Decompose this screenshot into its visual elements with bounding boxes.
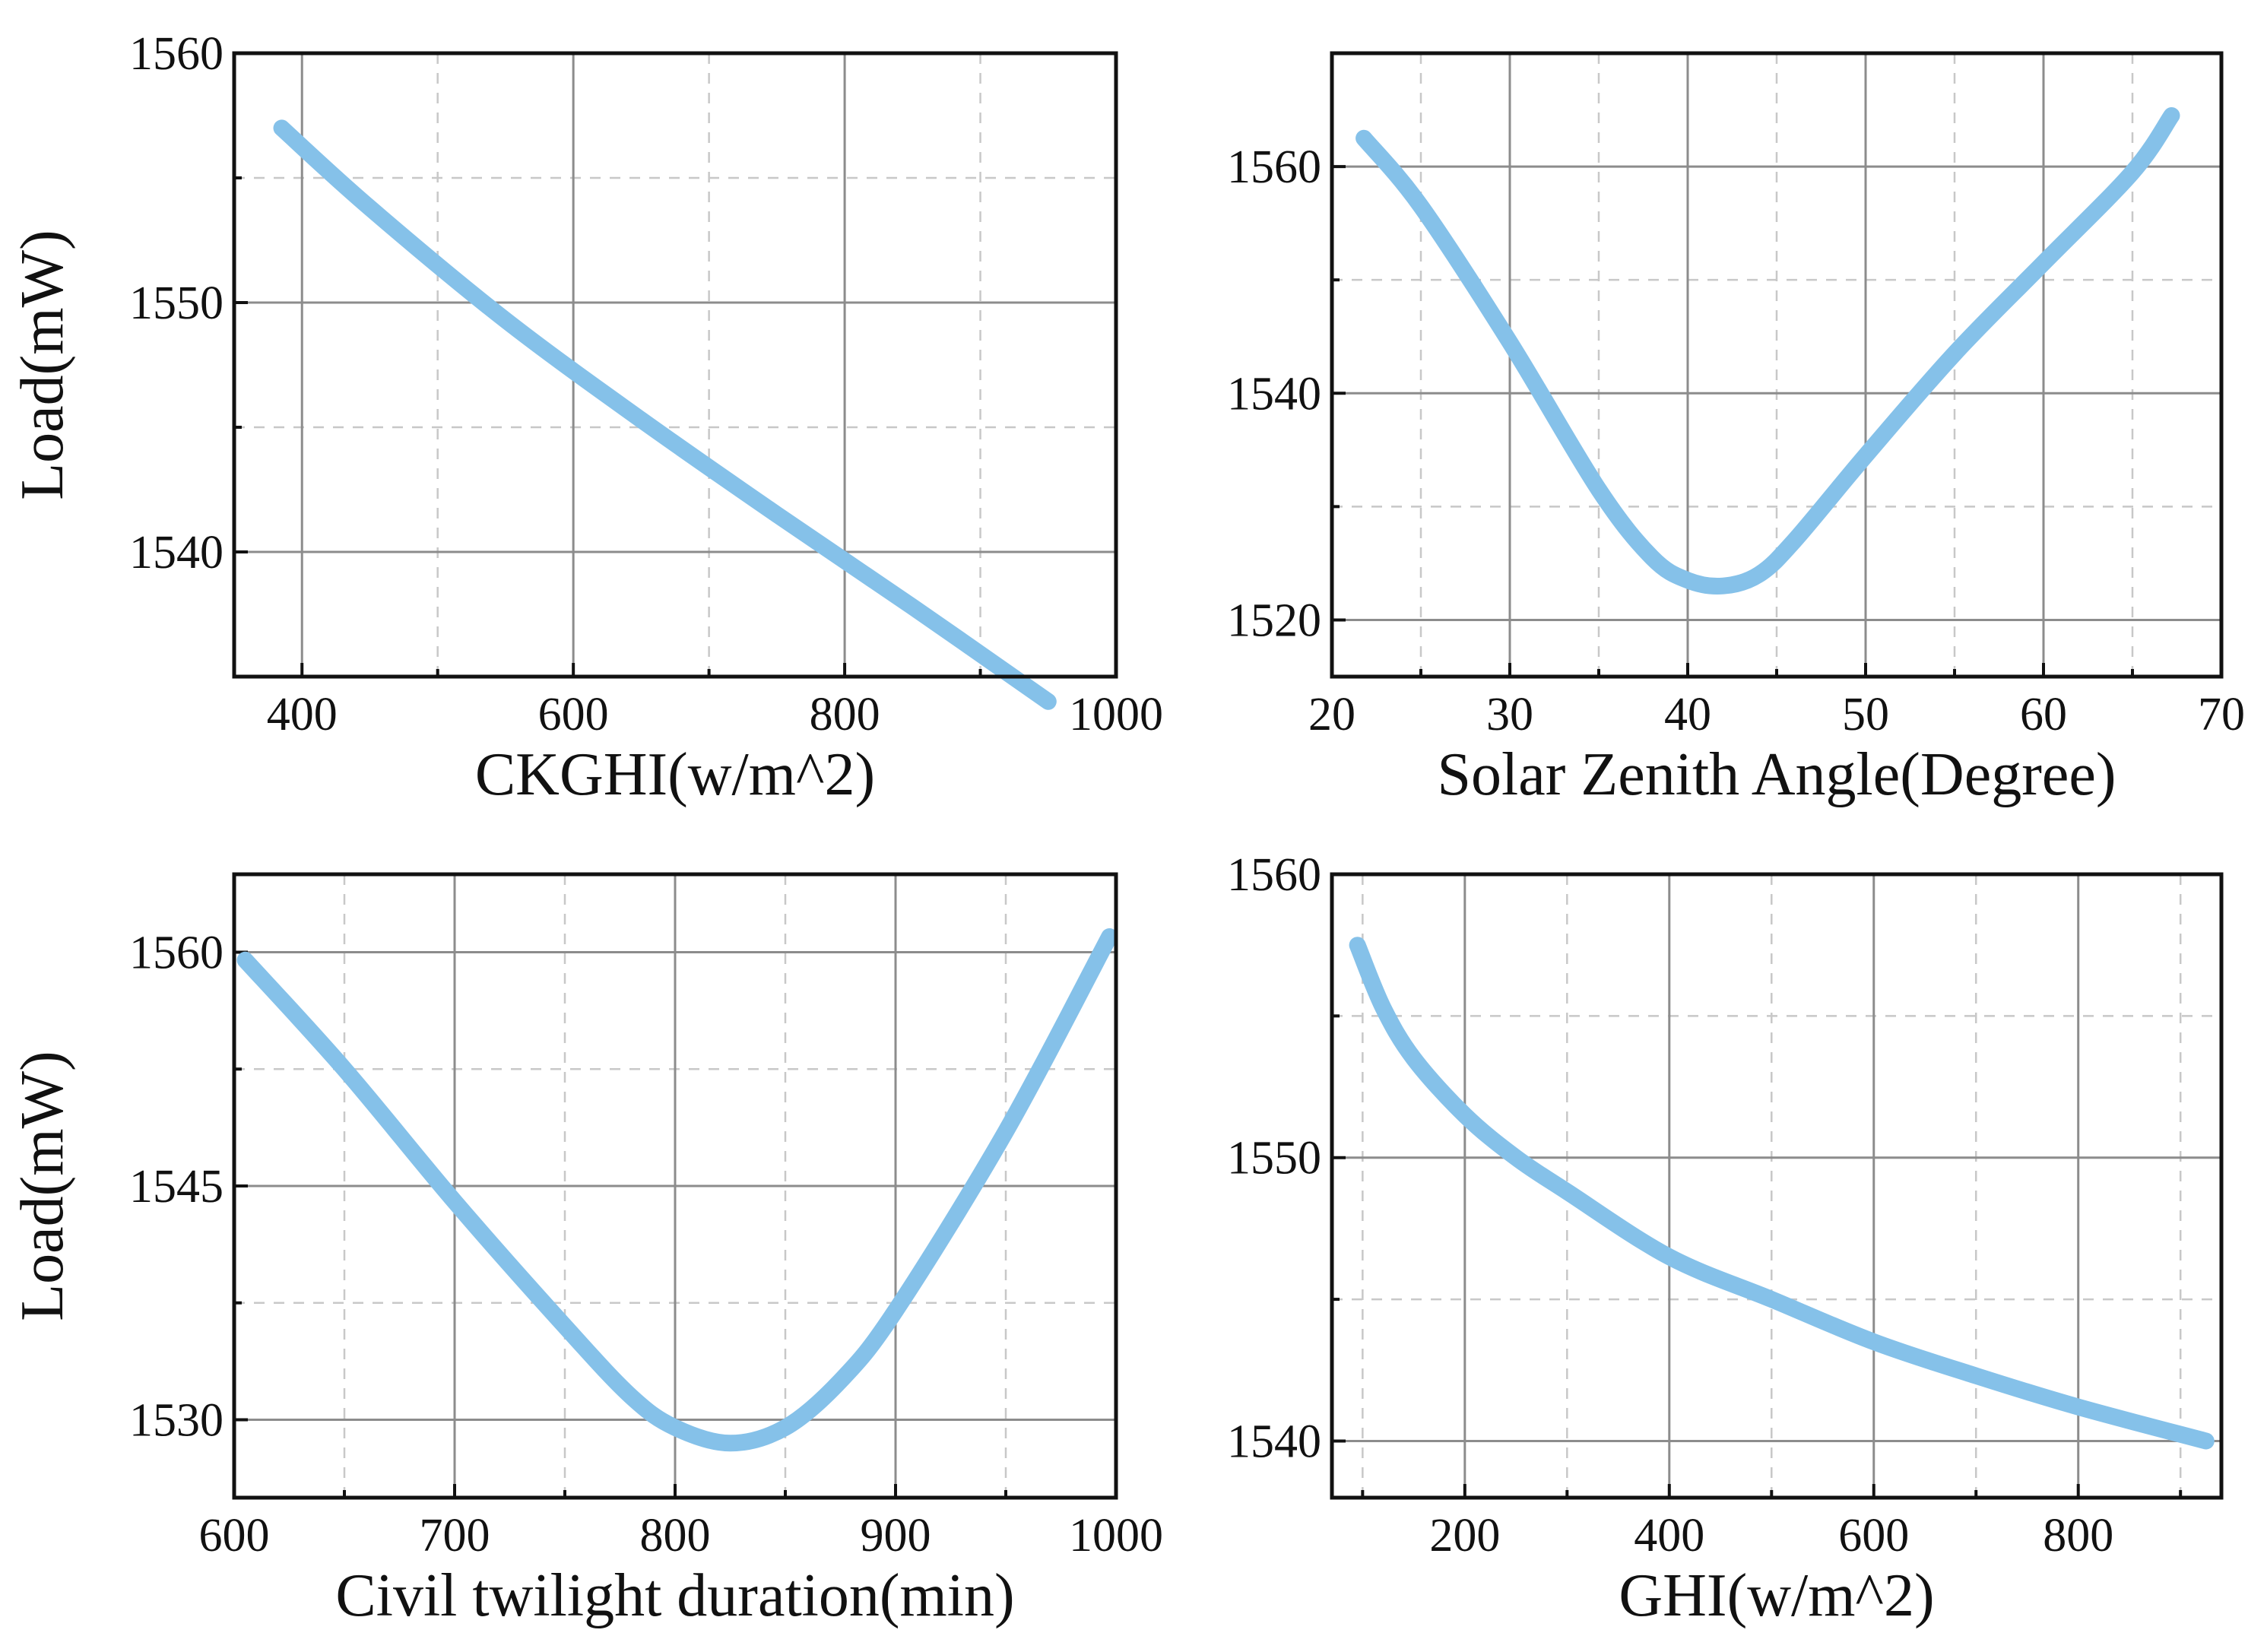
y-tick-label: 1545 bbox=[129, 1161, 224, 1213]
x-axis-label: Solar Zenith Angle(Degree) bbox=[1437, 741, 2116, 808]
plot-frame bbox=[232, 51, 1118, 679]
plot-frame bbox=[1330, 51, 2224, 679]
plot-frame bbox=[1330, 872, 2224, 1500]
panel-1: 400 600 800 1000 1540 1550 1560 CKGHI(w/m^2) Loa… bbox=[9, 28, 1163, 808]
series-line-1 bbox=[236, 928, 1118, 1452]
x-tick-label: 600 bbox=[1838, 1510, 1909, 1562]
x-tick-label: 800 bbox=[810, 689, 880, 740]
y-tick-label: 1560 bbox=[1227, 849, 1321, 901]
x-tick-label: 1000 bbox=[1069, 1510, 1163, 1562]
x-tick-label: 400 bbox=[267, 689, 338, 740]
panel-3: 600 700 800 900 1000 1530 1545 1560 Civil twilig… bbox=[9, 872, 1163, 1629]
x-tick-label: 600 bbox=[538, 689, 609, 740]
x-tick-label: 30 bbox=[1486, 689, 1533, 740]
y-tick-label: 1540 bbox=[129, 527, 224, 579]
y-tick-label: 1530 bbox=[129, 1395, 224, 1447]
panel-4: 200 400 600 800 1540 1550 1560 GHI(w/m^2) bbox=[1227, 849, 2224, 1629]
x-axis-label: GHI(w/m^2) bbox=[1619, 1562, 1934, 1629]
x-tick-label: 20 bbox=[1308, 689, 1355, 740]
series-line-1 bbox=[273, 119, 1057, 710]
x-tick-label: 70 bbox=[2198, 689, 2245, 740]
x-tick-label: 800 bbox=[640, 1510, 711, 1562]
x-axis-label: Civil twilight duration(min) bbox=[335, 1562, 1014, 1629]
panel-2: 20 30 40 50 60 70 1520 1540 1560 Solar Zenith Ang… bbox=[1227, 51, 2245, 808]
x-tick-label: 600 bbox=[199, 1510, 270, 1562]
series-line-1 bbox=[1349, 937, 2215, 1450]
y-axis-label: Load(mW) bbox=[9, 1051, 76, 1321]
y-tick-label: 1550 bbox=[129, 277, 224, 329]
y-tick-label: 1540 bbox=[1227, 1416, 1321, 1467]
x-tick-label: 1000 bbox=[1069, 689, 1163, 740]
x-tick-label: 60 bbox=[2020, 689, 2067, 740]
x-tick-label: 200 bbox=[1429, 1510, 1500, 1562]
x-axis-label: CKGHI(w/m^2) bbox=[475, 741, 875, 808]
plot-frame bbox=[232, 872, 1118, 1500]
y-tick-label: 1560 bbox=[1227, 141, 1321, 193]
y-tick-label: 1550 bbox=[1227, 1133, 1321, 1184]
y-axis-label: Load(mW) bbox=[9, 230, 76, 499]
x-tick-label: 800 bbox=[2043, 1510, 2113, 1562]
x-tick-label: 50 bbox=[1842, 689, 1889, 740]
x-tick-label: 900 bbox=[861, 1510, 931, 1562]
y-tick-label: 1560 bbox=[129, 28, 224, 80]
y-tick-label: 1520 bbox=[1227, 595, 1321, 646]
x-tick-label: 40 bbox=[1664, 689, 1711, 740]
x-tick-label: 400 bbox=[1634, 1510, 1704, 1562]
y-tick-label: 1540 bbox=[1227, 368, 1321, 420]
x-tick-label: 700 bbox=[420, 1510, 490, 1562]
y-tick-label: 1560 bbox=[129, 927, 224, 979]
series-line-1 bbox=[1355, 107, 2180, 595]
